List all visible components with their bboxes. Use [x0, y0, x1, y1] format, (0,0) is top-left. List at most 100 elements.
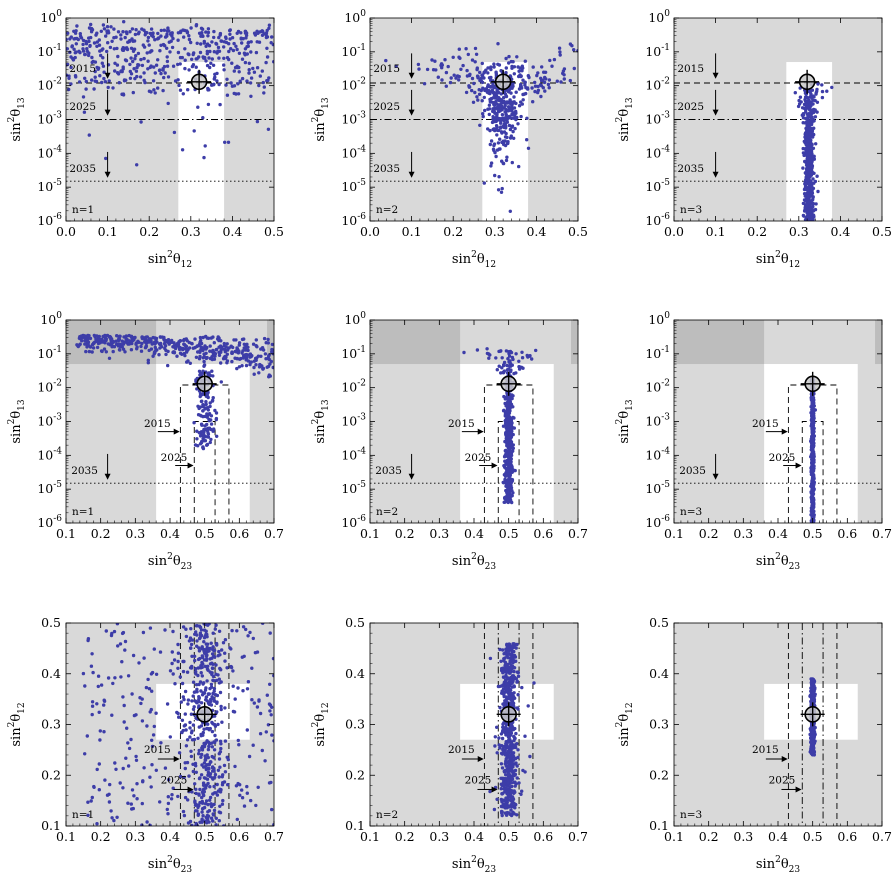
data-point — [193, 337, 197, 341]
data-point — [508, 209, 512, 213]
data-point — [492, 142, 497, 146]
data-point — [809, 92, 813, 96]
annotation-2025: 2025 — [373, 89, 415, 116]
x-tick-label: 0.4 — [160, 526, 180, 541]
data-point — [193, 690, 197, 694]
data-point — [810, 421, 814, 425]
data-point — [209, 741, 214, 745]
x-axis-label: sin2θ12 — [148, 250, 192, 270]
y-tick-label: 0.3 — [41, 717, 61, 732]
data-point — [92, 41, 97, 45]
data-point — [202, 727, 206, 731]
data-point — [200, 799, 204, 804]
data-point — [151, 733, 156, 737]
data-point — [185, 670, 190, 674]
data-point — [72, 47, 76, 51]
data-point — [204, 59, 208, 63]
data-point — [69, 55, 73, 59]
data-point — [255, 705, 260, 709]
y-tick-label: 10-5 — [37, 480, 62, 496]
annotation-2035: 2035 — [679, 453, 719, 480]
data-point — [189, 642, 194, 647]
data-point — [190, 342, 194, 346]
data-point — [234, 784, 239, 788]
data-point — [506, 105, 511, 109]
data-point — [210, 40, 214, 44]
data-point — [97, 710, 101, 714]
data-point — [205, 739, 209, 743]
data-point — [115, 334, 119, 338]
data-point — [90, 28, 95, 32]
data-point — [87, 39, 91, 44]
data-point — [219, 704, 223, 709]
data-point — [192, 654, 197, 658]
arrow-head — [187, 786, 194, 793]
data-point — [195, 639, 199, 643]
data-point — [116, 30, 121, 34]
data-point — [480, 61, 484, 66]
data-point — [68, 50, 72, 54]
data-point — [459, 67, 463, 72]
data-point — [232, 710, 237, 714]
data-point — [94, 337, 98, 342]
data-point — [234, 92, 238, 96]
data-point — [501, 124, 505, 128]
data-point — [507, 61, 511, 65]
scatter-points — [66, 20, 274, 167]
data-point — [183, 723, 188, 727]
data-point — [98, 49, 102, 53]
data-point — [166, 795, 170, 799]
data-point — [229, 664, 233, 669]
data-point — [207, 44, 212, 48]
data-point — [236, 92, 241, 96]
data-point — [79, 334, 84, 338]
data-point — [798, 95, 803, 99]
data-point — [202, 359, 206, 364]
data-point — [183, 353, 187, 358]
data-point — [213, 75, 217, 79]
y-tick-label: 10-2 — [645, 379, 670, 395]
data-point — [526, 355, 530, 359]
data-point — [494, 356, 498, 360]
data-point — [178, 675, 182, 679]
data-point — [113, 69, 117, 73]
data-point — [499, 126, 503, 130]
data-point — [242, 804, 247, 808]
data-point — [231, 669, 235, 673]
data-point — [95, 345, 100, 350]
data-point — [176, 659, 180, 664]
data-point — [200, 660, 204, 665]
data-point — [194, 65, 198, 69]
data-point — [212, 802, 216, 807]
data-point — [805, 203, 810, 208]
data-point — [197, 624, 202, 628]
data-point — [486, 66, 490, 70]
data-point — [516, 674, 521, 678]
data-point — [202, 628, 207, 632]
data-point — [156, 86, 160, 90]
data-point — [267, 702, 272, 706]
data-point — [149, 347, 154, 351]
data-point — [191, 723, 196, 727]
data-point — [194, 355, 199, 359]
data-point — [150, 744, 155, 749]
data-point — [181, 338, 186, 343]
y-tick-label: 10-1 — [341, 43, 366, 59]
region-band-y — [674, 62, 882, 221]
annotation-label: 2025 — [373, 101, 400, 113]
data-point — [223, 770, 228, 774]
data-point — [162, 28, 166, 32]
data-point — [176, 642, 180, 647]
data-point — [92, 87, 96, 91]
data-point — [202, 793, 206, 798]
data-point — [495, 128, 500, 133]
data-point — [96, 684, 101, 689]
data-point — [145, 724, 149, 728]
data-point — [223, 739, 228, 743]
data-point — [507, 482, 511, 487]
data-point — [811, 177, 815, 181]
